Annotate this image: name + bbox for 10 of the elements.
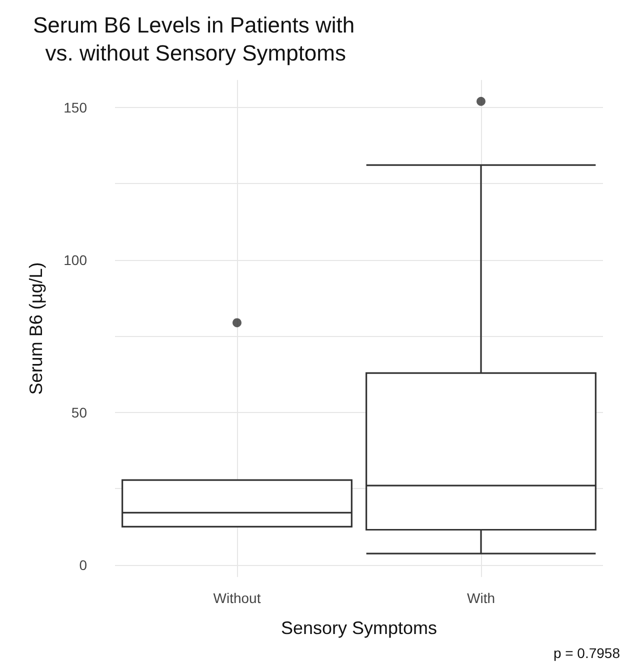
y-tick-label: 0 — [79, 556, 88, 573]
y-tick-label: 50 — [71, 404, 88, 420]
y-tick-label: 100 — [64, 252, 88, 268]
y-axis-title: Serum B6 (µg/L) — [26, 262, 46, 395]
chart-title: Serum B6 Levels in Patients with vs. without Sensory Symptoms — [33, 12, 355, 66]
y-tick-label: 150 — [64, 99, 88, 116]
x-tick-label: Without — [213, 590, 261, 606]
text: p = 0.7958 — [553, 645, 620, 661]
x-axis-title: Sensory Symptoms — [280, 618, 438, 638]
x-tick-label: With — [467, 590, 495, 606]
